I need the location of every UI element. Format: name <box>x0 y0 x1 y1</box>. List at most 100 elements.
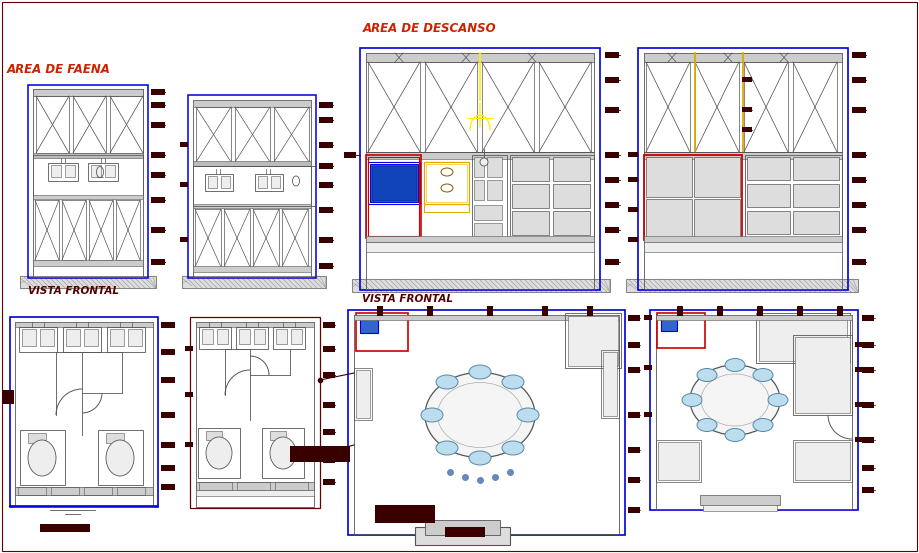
Bar <box>377 306 383 316</box>
Bar <box>366 155 421 238</box>
Text: VISTA FRONTAL: VISTA FRONTAL <box>362 294 453 304</box>
Bar <box>196 322 314 327</box>
Bar <box>19 327 57 352</box>
Bar <box>15 322 153 327</box>
Bar <box>161 465 175 471</box>
Bar <box>658 442 699 480</box>
Bar <box>862 402 874 408</box>
Bar <box>759 316 847 361</box>
Bar <box>628 237 638 242</box>
Bar <box>628 447 640 453</box>
Ellipse shape <box>502 375 524 389</box>
Bar <box>193 161 311 166</box>
Bar <box>110 329 124 346</box>
Bar <box>605 202 619 208</box>
Bar <box>193 100 311 107</box>
Ellipse shape <box>768 394 788 406</box>
Bar <box>319 102 333 108</box>
Bar <box>290 446 350 462</box>
Bar <box>638 48 848 290</box>
Bar <box>190 317 320 508</box>
Bar <box>797 306 803 316</box>
Bar <box>587 306 593 316</box>
Bar <box>628 315 640 321</box>
Bar <box>319 237 333 243</box>
Bar <box>28 433 46 443</box>
Bar <box>196 490 314 496</box>
Bar <box>253 209 279 267</box>
Ellipse shape <box>480 158 488 166</box>
Bar <box>185 346 193 351</box>
Bar <box>151 89 165 95</box>
Bar <box>185 392 193 397</box>
Bar <box>185 442 193 447</box>
Bar <box>628 412 640 418</box>
Bar <box>236 327 268 349</box>
Bar <box>323 402 335 408</box>
Bar <box>657 313 705 348</box>
Bar <box>282 209 308 267</box>
Bar <box>744 62 788 152</box>
Bar <box>202 329 213 344</box>
Bar <box>425 62 477 152</box>
Bar <box>366 236 594 242</box>
Bar <box>91 165 101 177</box>
Bar <box>196 107 231 162</box>
Bar <box>512 157 549 181</box>
Bar <box>628 207 638 212</box>
Bar <box>539 62 591 152</box>
Bar <box>793 184 839 207</box>
Bar <box>151 122 165 128</box>
Bar <box>747 211 790 234</box>
Bar <box>862 465 874 471</box>
Bar <box>22 329 36 346</box>
Text: VISTA FRONTAL: VISTA FRONTAL <box>28 286 119 296</box>
Ellipse shape <box>753 419 773 431</box>
Bar <box>199 327 231 349</box>
Bar <box>33 89 143 96</box>
Bar <box>40 329 54 346</box>
Bar <box>747 157 790 180</box>
Text: AREA DE DESCANSO: AREA DE DESCANSO <box>363 22 497 35</box>
Bar <box>323 479 335 485</box>
Bar <box>33 155 143 197</box>
Bar <box>323 322 335 328</box>
Bar <box>48 163 78 181</box>
Bar <box>656 315 852 320</box>
Bar <box>73 96 106 153</box>
Bar <box>487 180 502 200</box>
Bar <box>356 313 408 351</box>
Bar <box>344 152 356 158</box>
Bar <box>646 62 690 152</box>
Bar <box>15 487 153 495</box>
Bar <box>18 487 46 495</box>
Bar <box>628 507 640 513</box>
Bar <box>66 329 80 346</box>
Ellipse shape <box>725 429 745 441</box>
Bar <box>375 505 435 523</box>
Bar <box>188 95 316 278</box>
Bar <box>474 180 484 200</box>
Bar <box>510 155 594 240</box>
Bar <box>628 477 640 483</box>
Bar <box>756 313 850 363</box>
Bar <box>605 77 619 83</box>
Bar <box>161 322 175 328</box>
Bar <box>553 211 590 235</box>
Bar <box>644 242 842 252</box>
Bar <box>542 306 548 316</box>
Bar <box>757 306 763 316</box>
Bar <box>65 165 75 177</box>
Bar <box>605 227 619 233</box>
Bar <box>852 259 866 265</box>
Bar <box>605 152 619 158</box>
Bar <box>10 317 158 507</box>
Bar <box>568 316 618 366</box>
Bar <box>128 329 142 346</box>
Bar <box>855 437 863 442</box>
Bar <box>512 184 549 208</box>
Bar <box>33 195 143 199</box>
Bar <box>360 317 378 333</box>
Bar <box>182 276 326 288</box>
Bar <box>565 313 621 368</box>
